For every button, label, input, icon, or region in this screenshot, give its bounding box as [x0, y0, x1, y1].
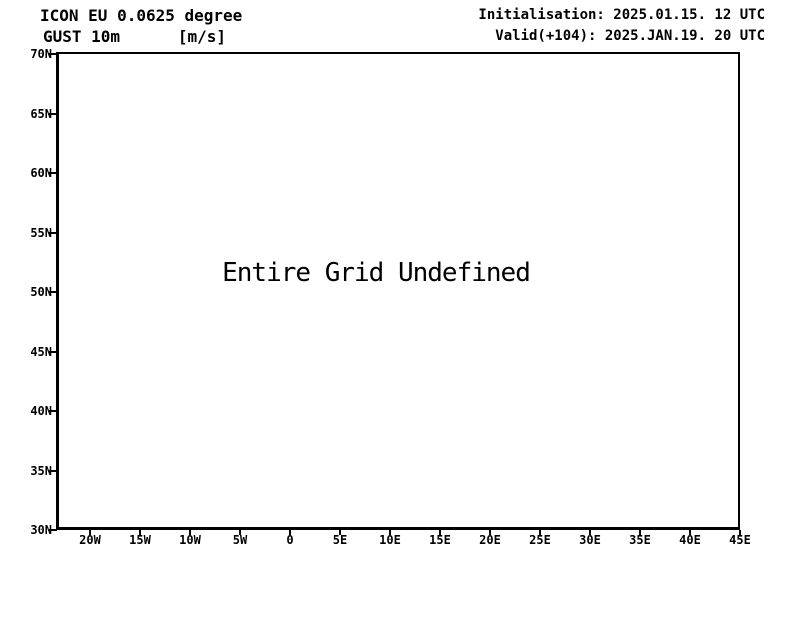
x-axis-tick-mark: [639, 530, 641, 535]
y-axis-tick-mark: [49, 291, 57, 293]
x-axis-tick-label: 30E: [579, 533, 601, 547]
y-axis-tick-label: 65N: [30, 106, 52, 121]
x-axis-tick-label: 5E: [332, 533, 348, 547]
x-axis-tick-label: 35E: [629, 533, 651, 547]
x-axis-tick-label: 10E: [379, 533, 401, 547]
y-axis-tick-mark: [49, 350, 57, 353]
y-axis-tick-label: 50N: [30, 285, 52, 299]
x-axis-tick-mark: [589, 530, 591, 535]
y-axis-tick-label: 30N: [30, 523, 52, 537]
x-axis-tick-mark: [539, 530, 541, 535]
x-axis-tick-mark: [689, 530, 691, 535]
y-axis-tick-mark: [49, 469, 57, 472]
x-axis-tick-label: 15W: [129, 533, 151, 547]
x-axis-tick-label: 40E: [679, 533, 701, 547]
y-axis-tick-label: 40N: [30, 404, 52, 418]
y-axis-tick-label: 45N: [30, 344, 52, 359]
x-axis-tick-label: 10W: [179, 533, 201, 547]
x-axis-tick-mark: [239, 530, 241, 535]
x-axis-tick-mark: [389, 530, 391, 535]
x-axis-tick-mark: [89, 530, 91, 535]
y-axis-tick-mark: [49, 529, 57, 531]
x-axis-tick-label: 15E: [429, 533, 451, 547]
x-axis-tick-label: 45E: [729, 533, 751, 547]
y-axis-tick-label: 35N: [30, 463, 52, 478]
y-axis-tick-label: 60N: [30, 166, 52, 180]
x-axis-tick-mark: [739, 530, 741, 535]
y-axis-tick-mark: [49, 112, 57, 115]
x-axis-tick-mark: [439, 530, 441, 535]
valid-time: Valid(+104): 2025.JAN.19. 20 UTC: [495, 28, 765, 44]
y-axis-tick-mark: [49, 410, 57, 412]
y-axis-tick-mark: [49, 231, 57, 234]
x-axis-tick-label: 5W: [232, 533, 248, 547]
initialisation-time: Initialisation: 2025.01.15. 12 UTC: [478, 7, 765, 23]
x-axis-tick-label: 25E: [529, 533, 551, 547]
y-axis-tick-label: 70N: [30, 47, 52, 61]
parameter-title: GUST 10m [m/s]: [43, 27, 227, 46]
x-axis-tick-mark: [289, 530, 291, 535]
grid-undefined-annotation: Entire Grid Undefined: [222, 258, 531, 288]
x-axis-tick-label: 20W: [79, 533, 101, 547]
y-axis-tick-label: 55N: [30, 225, 52, 240]
model-title: ICON EU 0.0625 degree: [40, 6, 243, 25]
map-plot-area: [56, 52, 740, 530]
x-axis-tick-mark: [139, 530, 141, 535]
x-axis-tick-label: 20E: [479, 533, 501, 547]
x-axis-tick-label: 0: [286, 533, 294, 547]
x-axis-tick-mark: [489, 530, 491, 535]
x-axis-tick-mark: [339, 530, 341, 535]
y-axis-tick-mark: [49, 172, 57, 174]
x-axis-tick-mark: [189, 530, 191, 535]
y-axis-tick-mark: [49, 53, 57, 55]
